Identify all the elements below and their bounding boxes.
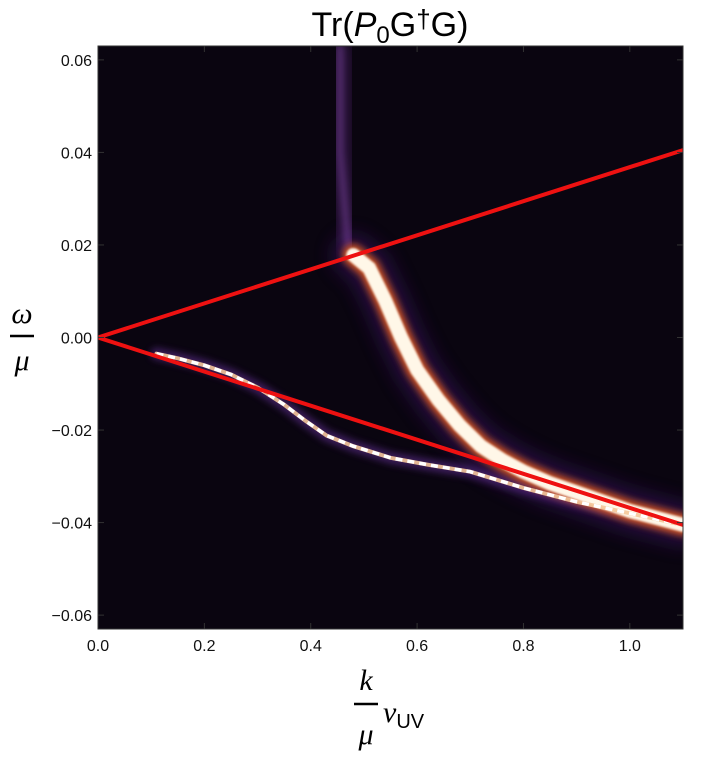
x-tick-label: 0.6 [406,638,428,655]
y-tick-label: 0.04 [61,145,92,162]
y-axis-label: ω μ [10,297,34,377]
y-tick-label: 0.06 [61,53,92,70]
y-tick-label: 0.00 [61,331,92,348]
y-tick-label: −0.06 [52,608,93,625]
x-tick-label: 0.4 [300,638,322,655]
feature-layer [154,244,683,536]
x-tick-label: 0.2 [193,638,215,655]
overlay-lines [98,148,683,527]
x-label-denominator: μ [357,718,373,751]
x-tick-label: 0.8 [512,638,534,655]
x-label-factor: vUV [383,696,425,733]
y-label-denominator: μ [13,344,29,377]
x-axis-ticks: 0.0 0.2 0.4 0.6 0.8 1.0 [87,46,641,655]
y-axis-ticks: 0.06 0.04 0.02 0.00 −0.02 −0.04 −0.06 [52,53,683,625]
x-tick-label: 1.0 [619,638,641,655]
x-axis-label: k μ vUV [354,664,425,751]
overlay-line-2 [98,335,683,527]
y-tick-label: −0.04 [52,516,93,533]
x-label-numerator: k [359,664,373,697]
overlay-line-1 [98,148,683,340]
x-tick-label: 0.0 [87,638,109,655]
plot-area [98,46,683,629]
feature-lower-arc-dashes [156,351,683,527]
y-tick-label: −0.02 [52,423,93,440]
feature-vertical-glow-core [337,46,351,248]
y-tick-label: 0.02 [61,238,92,255]
chart-title: Tr(P0G†G) [312,4,469,49]
y-label-numerator: ω [11,297,32,330]
feature-main-band [346,248,683,532]
